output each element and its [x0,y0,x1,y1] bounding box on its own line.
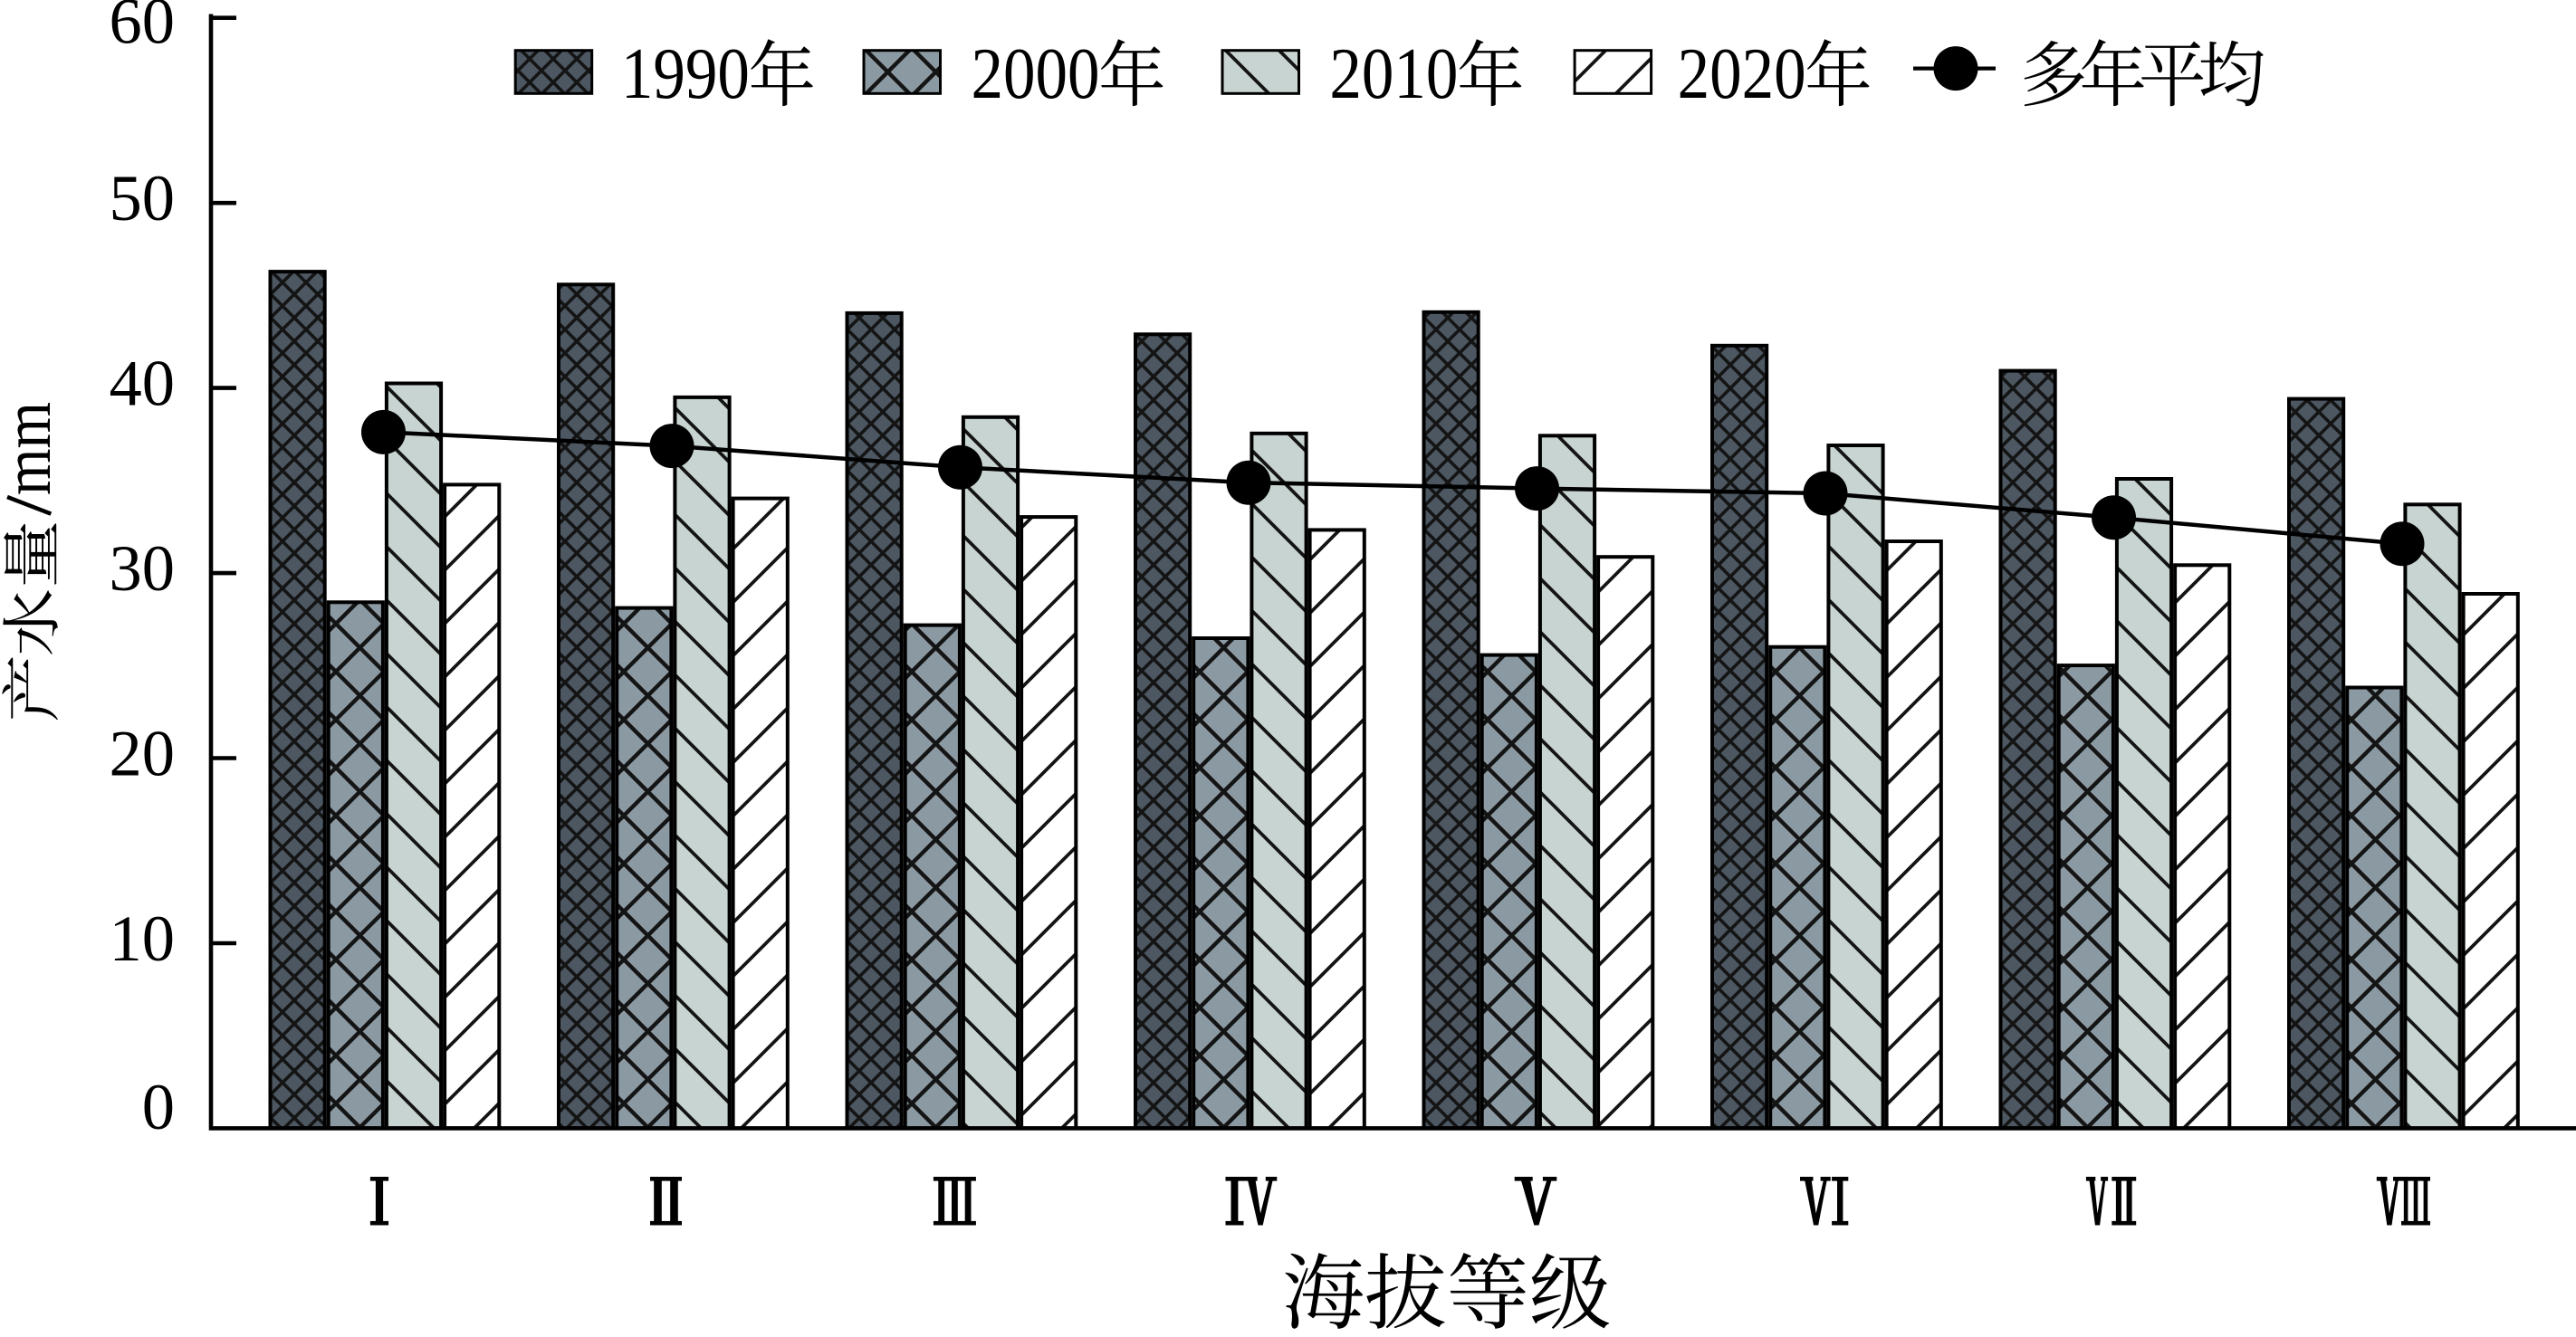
svg-text:mm: mm [0,402,65,495]
svg-text:50: 50 [110,161,176,234]
svg-text:2020: 2020 [1678,33,1806,114]
svg-text:0: 0 [142,1070,175,1143]
svg-text:1990: 1990 [621,33,750,114]
svg-text:40: 40 [110,347,176,420]
svg-text:10: 10 [110,902,176,975]
svg-text:2010: 2010 [1329,33,1458,114]
svg-text:20: 20 [110,717,176,790]
svg-text:2000: 2000 [972,33,1100,114]
svg-text:60: 60 [110,0,176,58]
svg-text:30: 30 [110,531,176,605]
